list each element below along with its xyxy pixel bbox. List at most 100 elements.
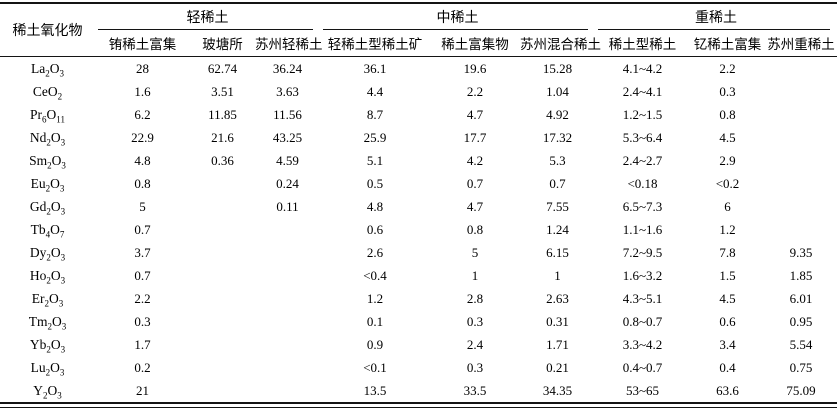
value-cell: 0.8 <box>719 107 736 122</box>
group-header-heavy-rare-earth: 重稀土 <box>595 3 837 30</box>
rare-earth-oxide-table: 稀土氧化物 轻稀土 中稀土 重稀土 铕稀土富集 玻塘所 苏州轻稀土 轻稀土型稀土矿 稀土… <box>0 2 837 402</box>
value-cell: 3.4 <box>719 337 736 352</box>
value-cell <box>255 264 320 287</box>
value-cell: 2.63 <box>546 291 569 306</box>
value-cell: 4.2 <box>466 153 484 168</box>
value-cell: 3.51 <box>211 84 234 99</box>
value-cell: 0.95 <box>789 314 813 329</box>
value-cell: 0.8 <box>134 176 151 191</box>
value-cell: 4.8 <box>134 153 151 168</box>
value-cell <box>190 264 255 287</box>
value-cell: 5 <box>139 199 146 214</box>
oxide-formula: Tm2O3 <box>28 314 67 332</box>
value-cell: 6.01 <box>789 291 813 306</box>
value-cell: 4.3~5.1 <box>622 291 663 306</box>
value-cell: 6.15 <box>546 245 569 260</box>
value-cell: 0.4~0.7 <box>622 360 663 375</box>
bottom-rule-light <box>0 407 837 408</box>
table-row: Sm2O3 4.8 0.36 4.59 5.1 4.2 5.3 2.4~2.7 2.9 <box>0 149 837 172</box>
value-cell: 62.74 <box>207 61 238 76</box>
oxide-formula: Dy2O3 <box>29 245 66 263</box>
value-cell: 0.7 <box>134 268 151 283</box>
value-cell: 2.4~2.7 <box>622 153 663 168</box>
value-cell: 5.54 <box>789 337 813 352</box>
value-cell <box>190 287 255 310</box>
value-cell <box>255 379 320 402</box>
value-cell: 53~65 <box>625 383 660 398</box>
value-cell: 4.5 <box>719 130 736 145</box>
table-row: Er2O3 2.2 1.2 2.8 2.63 4.3~5.1 4.5 6.01 <box>0 287 837 310</box>
value-cell: 3.7 <box>134 245 151 260</box>
value-cell: 1.5 <box>719 268 736 283</box>
value-cell: 7.8 <box>719 245 736 260</box>
value-cell: 4.4 <box>366 84 384 99</box>
value-cell: 0.3 <box>719 84 736 99</box>
value-cell: <0.18 <box>627 176 658 191</box>
value-cell: 17.7 <box>463 130 487 145</box>
value-cell: <0.1 <box>363 360 387 375</box>
value-cell: 4.5 <box>719 291 736 306</box>
value-cell: 0.7 <box>134 222 151 237</box>
group-header-row: 稀土氧化物 轻稀土 中稀土 重稀土 <box>0 3 837 57</box>
value-cell: 22.9 <box>131 130 154 145</box>
value-cell: 0.4 <box>719 360 736 375</box>
value-cell: 0.21 <box>546 360 569 375</box>
table-row: Tb4O7 0.7 0.6 0.8 1.24 1.1~1.6 1.2 <box>0 218 837 241</box>
value-cell <box>190 195 255 218</box>
oxide-formula: Eu2O3 <box>30 176 65 194</box>
value-cell: 1.71 <box>546 337 569 352</box>
oxide-formula: Ho2O3 <box>29 268 66 286</box>
value-cell: 21 <box>136 383 149 398</box>
value-cell: 43.25 <box>272 130 303 145</box>
group-header-medium-rare-earth: 中稀土 <box>320 3 595 30</box>
value-cell <box>255 356 320 379</box>
table-row: Ho2O3 0.7 <0.4 1 1 1.6~3.2 1.5 1.85 <box>0 264 837 287</box>
oxide-formula: Nd2O3 <box>29 130 66 148</box>
value-cell: 1.85 <box>789 268 813 283</box>
value-cell: 33.5 <box>463 383 487 398</box>
column-header: 苏州轻稀土 <box>255 30 323 57</box>
value-cell <box>765 149 837 172</box>
value-cell: 6.5~7.3 <box>622 199 663 214</box>
value-cell <box>255 287 320 310</box>
value-cell: 1.2 <box>366 291 384 306</box>
value-cell: 4.8 <box>366 199 384 214</box>
table-bottom-rule <box>0 402 837 408</box>
value-cell <box>765 80 837 103</box>
value-cell: 1 <box>554 268 561 283</box>
table-row: Y2O3 21 13.5 33.5 34.35 53~65 63.6 75.09 <box>0 379 837 402</box>
value-cell: 9.35 <box>789 245 813 260</box>
value-cell: 2.2 <box>466 84 484 99</box>
value-cell: 2.4 <box>466 337 484 352</box>
oxide-formula: Yb2O3 <box>29 337 66 355</box>
oxide-formula: La2O3 <box>31 61 64 79</box>
value-cell: 1.7 <box>134 337 151 352</box>
table-row: Nd2O3 22.9 21.6 43.25 25.9 17.7 17.32 5.3~6.4 4.… <box>0 126 837 149</box>
value-cell <box>765 195 837 218</box>
table-row: Tm2O3 0.3 0.1 0.3 0.31 0.8~0.7 0.6 0.95 <box>0 310 837 333</box>
value-cell: 0.9 <box>366 337 384 352</box>
value-cell: 1.6~3.2 <box>622 268 663 283</box>
value-cell: 63.6 <box>716 383 739 398</box>
column-header: 稀土型稀土 <box>595 30 690 57</box>
value-cell: 36.1 <box>363 61 387 76</box>
value-cell <box>255 241 320 264</box>
value-cell: 0.6 <box>719 314 736 329</box>
value-cell: 28 <box>136 61 149 76</box>
oxide-formula: Sm2O3 <box>29 153 66 171</box>
value-cell <box>765 172 837 195</box>
value-cell: 4.59 <box>276 153 299 168</box>
oxide-formula: Lu2O3 <box>30 360 65 378</box>
value-cell: 5.3 <box>549 153 566 168</box>
value-cell <box>765 126 837 149</box>
value-cell: 1.2~1.5 <box>622 107 663 122</box>
value-cell: 1.24 <box>546 222 569 237</box>
value-cell <box>765 103 837 126</box>
value-cell: 4.7 <box>466 199 484 214</box>
value-cell: 6.2 <box>134 107 151 122</box>
table-row: Pr6O11 6.2 11.85 11.56 8.7 4.7 4.92 1.2~1.5 0.8 <box>0 103 837 126</box>
value-cell: 2.8 <box>466 291 484 306</box>
value-cell: 0.1 <box>366 314 384 329</box>
column-header: 稀土富集物 <box>430 30 520 57</box>
value-cell: 11.85 <box>208 107 237 122</box>
